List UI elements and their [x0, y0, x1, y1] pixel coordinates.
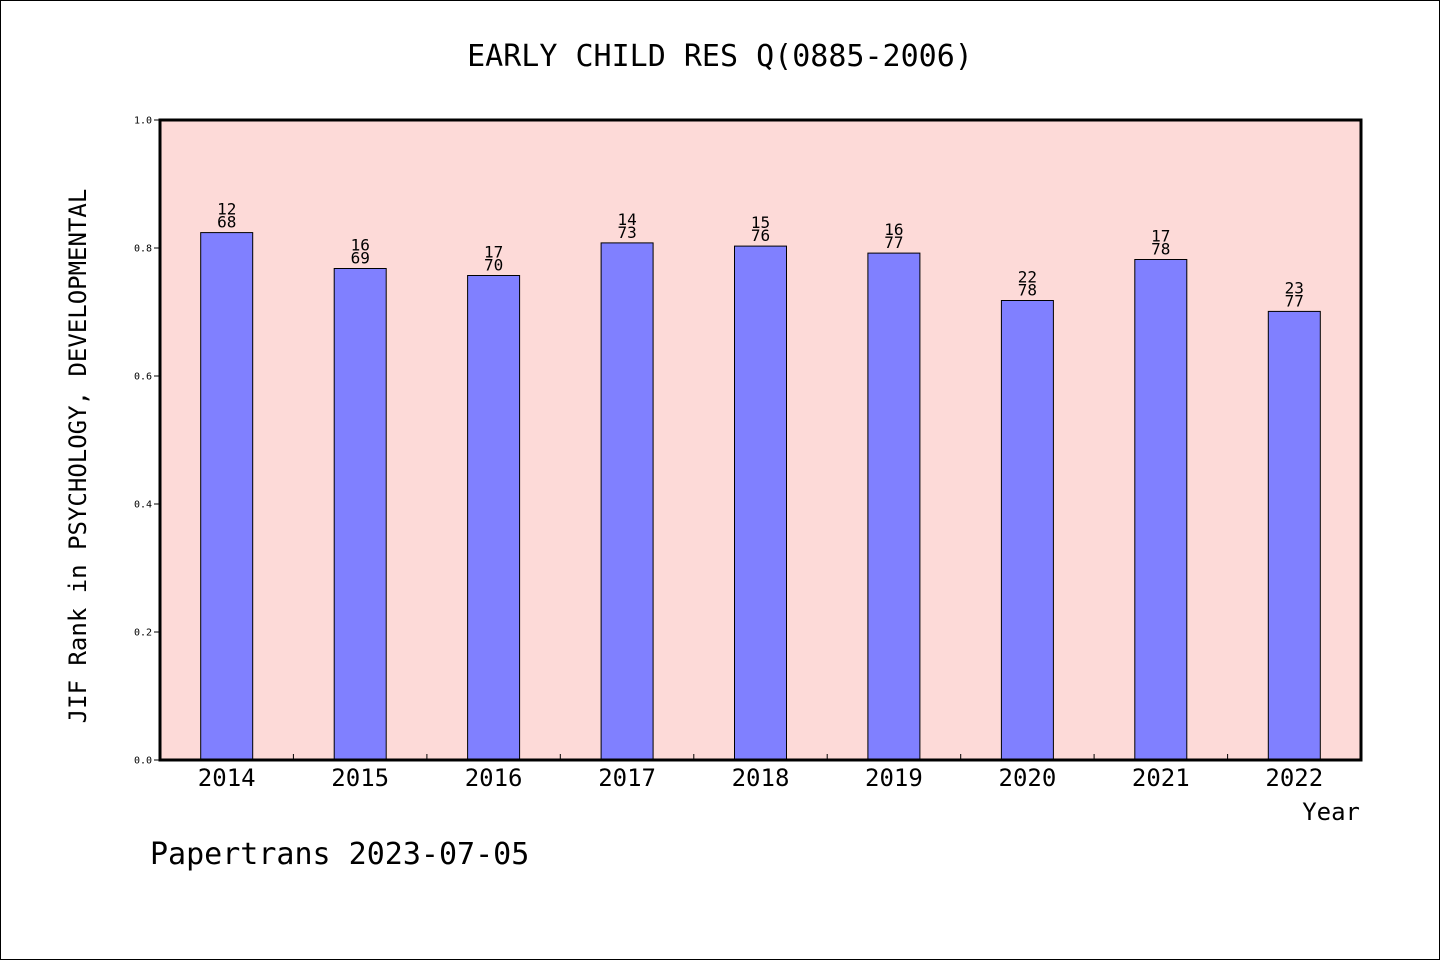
x-tick-label: 2018	[732, 764, 790, 792]
bar-rank-label: 17	[1151, 227, 1170, 246]
bar-total-label: 77	[884, 233, 903, 252]
bar-2015	[333, 268, 387, 761]
y-tick-label: 0.6	[134, 372, 152, 383]
bar-rank-label: 15	[751, 213, 770, 232]
x-axis-label: Year	[1302, 798, 1360, 826]
y-tick-label: 0.8	[134, 244, 152, 255]
x-tick-label: 2016	[465, 764, 523, 792]
x-tick-label: 2021	[1132, 764, 1190, 792]
bar-2016	[467, 275, 521, 761]
y-tick-label: 0.0	[134, 756, 152, 767]
y-axis-ticks: 0.0 0.2 0.4 0.6 0.8 1.0	[134, 116, 160, 767]
y-tick-label: 1.0	[134, 116, 152, 127]
bar-total-label: 78	[1151, 240, 1170, 259]
chart-title: EARLY CHILD RES Q(0885-2006)	[467, 39, 973, 74]
bar-total-label: 76	[751, 226, 770, 245]
x-tick-label: 2020	[999, 764, 1057, 792]
bars-group	[200, 232, 1321, 761]
y-tick-label: 0.2	[134, 628, 152, 639]
bar-rank-label: 17	[484, 243, 503, 262]
bar-2021	[1134, 259, 1188, 761]
bar-total-label: 69	[351, 249, 370, 268]
bar-total-label: 70	[484, 256, 503, 275]
bar-total-label: 73	[617, 223, 636, 242]
x-tick-label: 2015	[331, 764, 389, 792]
bar-2022	[1267, 310, 1321, 761]
bar-total-label: 78	[1018, 281, 1037, 300]
bar-rank-label: 16	[884, 220, 903, 239]
y-tick-label: 0.4	[134, 500, 152, 511]
bar-2019	[867, 252, 921, 761]
plot-border	[158, 118, 1363, 762]
x-tick-label: 2022	[1265, 764, 1323, 792]
bar-total-label: 68	[217, 213, 236, 232]
bar-rank-label: 12	[217, 200, 236, 219]
bar-total-label: 77	[1285, 291, 1304, 310]
y-axis-label: JIF Rank in PSYCHOLOGY, DEVELOPMENTAL	[64, 189, 92, 724]
bar-2017	[600, 242, 654, 761]
bar-2020	[1000, 300, 1054, 761]
bar-2018	[734, 245, 787, 761]
x-tick-label: 2017	[598, 764, 656, 792]
x-tick-label: 2019	[865, 764, 923, 792]
bar-2014	[200, 232, 254, 761]
bar-rank-label: 22	[1018, 268, 1037, 287]
x-axis-ticks: 2014 2015 2016 2017 2018 2019 2020 2021 2022	[198, 754, 1323, 792]
bar-rank-label: 23	[1285, 278, 1304, 297]
watermark-text: Papertrans 2023-07-05	[150, 837, 529, 872]
bar-rank-label: 16	[351, 236, 370, 255]
x-tick-label: 2014	[198, 764, 256, 792]
bar-rank-label: 14	[617, 210, 636, 229]
